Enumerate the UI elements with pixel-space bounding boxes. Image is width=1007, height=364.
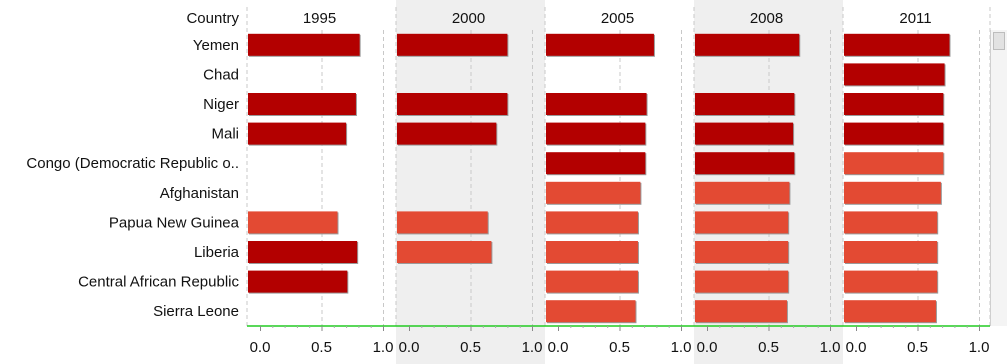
bar-2005-2: [546, 93, 647, 115]
bar-1995-7: [248, 241, 358, 263]
vertical-scrollbar[interactable]: [990, 30, 1007, 326]
panel-title-2005: 2005: [601, 10, 634, 27]
bar-2005-5: [546, 181, 641, 204]
category-label: Niger: [203, 96, 239, 113]
panel-title-2008: 2008: [750, 10, 783, 27]
bar-2000-2: [397, 93, 508, 115]
x-tick-label: 0.5: [907, 339, 928, 356]
panel-title-2011: 2011: [899, 10, 931, 27]
bar-1995-3: [248, 122, 347, 145]
bar-2011-7: [844, 241, 938, 263]
bar-2000-6: [397, 211, 488, 234]
bar-2008-2: [695, 93, 795, 115]
bar-2008-7: [695, 241, 789, 263]
bar-2008-9: [695, 300, 787, 323]
x-tick-label: 0.5: [311, 339, 332, 356]
x-tick-label: 1.0: [671, 339, 692, 356]
category-label: Afghanistan: [160, 185, 239, 202]
category-label: Mali: [211, 126, 239, 143]
x-tick-label: 1.0: [969, 339, 990, 356]
bar-2011-6: [844, 211, 938, 234]
x-tick-label: 0.5: [609, 339, 630, 356]
x-tick-label: 0.0: [697, 339, 718, 356]
x-tick-label: 1.0: [820, 339, 841, 356]
bar-2008-8: [695, 270, 789, 293]
bar-2005-3: [546, 122, 646, 145]
bar-2000-7: [397, 241, 492, 263]
bar-2005-6: [546, 211, 638, 234]
bar-2008-3: [695, 122, 794, 145]
bar-2008-0: [695, 33, 800, 56]
bar-2005-0: [546, 33, 654, 56]
bar-2011-1: [844, 63, 945, 86]
category-label: Liberia: [194, 244, 240, 261]
panel-title-2000: 2000: [452, 10, 485, 27]
bar-2005-4: [546, 152, 646, 175]
category-header: Country: [186, 10, 239, 27]
bar-2005-7: [546, 241, 638, 263]
x-tick-label: 0.5: [758, 339, 779, 356]
x-tick-label: 0.0: [548, 339, 569, 356]
bar-2011-8: [844, 270, 938, 293]
category-label: Sierra Leone: [153, 303, 239, 320]
bar-2008-6: [695, 211, 789, 234]
category-label: Central African Republic: [78, 274, 239, 291]
bar-2011-2: [844, 93, 944, 115]
x-tick-label: 1.0: [373, 339, 394, 356]
x-tick-label: 0.0: [846, 339, 867, 356]
bar-2011-4: [844, 152, 944, 175]
category-label: Yemen: [193, 37, 239, 54]
x-tick-label: 0.5: [460, 339, 481, 356]
bar-2008-4: [695, 152, 795, 175]
x-tick-label: 0.0: [250, 339, 271, 356]
bar-2011-9: [844, 300, 936, 323]
category-label: Papua New Guinea: [109, 214, 240, 231]
bar-2011-3: [844, 122, 944, 145]
panel-title-1995: 1995: [303, 10, 336, 27]
bar-2005-8: [546, 270, 638, 293]
bar-2005-9: [546, 300, 636, 323]
bar-1995-2: [248, 93, 356, 115]
category-label: Chad: [203, 66, 239, 83]
scroll-thumb[interactable]: [993, 32, 1005, 50]
bar-2000-0: [397, 33, 508, 56]
bar-2011-5: [844, 181, 941, 204]
bar-2008-5: [695, 181, 790, 204]
category-label: Congo (Democratic Republic o..: [26, 155, 239, 172]
bar-2000-3: [397, 122, 497, 145]
bar-2011-0: [844, 33, 950, 56]
bar-1995-8: [248, 270, 348, 293]
bar-1995-6: [248, 211, 338, 234]
x-tick-label: 1.0: [522, 339, 543, 356]
bar-1995-0: [248, 33, 360, 56]
x-tick-label: 0.0: [399, 339, 420, 356]
